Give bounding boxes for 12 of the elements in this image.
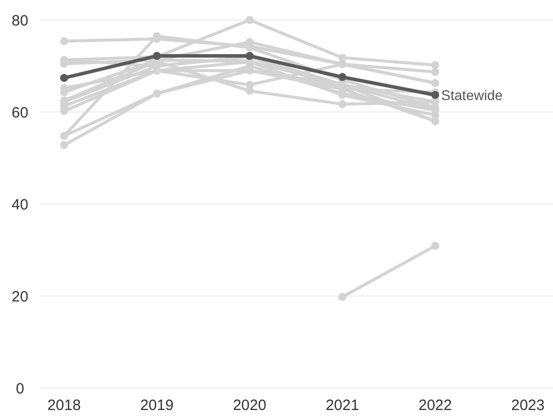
y-tick-label: 60: [12, 104, 28, 122]
y-tick-label: 40: [12, 196, 28, 214]
x-tick-label: 2022: [418, 397, 452, 414]
x-tick-label: 2020: [232, 397, 266, 414]
x-tick-label: 2019: [140, 397, 174, 414]
y-tick-label: 0: [16, 380, 24, 398]
series-label: Statewide: [441, 86, 503, 103]
x-tick-label: 2018: [47, 397, 81, 414]
y-tick-label: 20: [12, 288, 28, 306]
x-tick-label: 2023: [511, 397, 545, 414]
y-tick-label: 80: [12, 12, 28, 30]
x-tick-label: 2021: [326, 397, 360, 414]
